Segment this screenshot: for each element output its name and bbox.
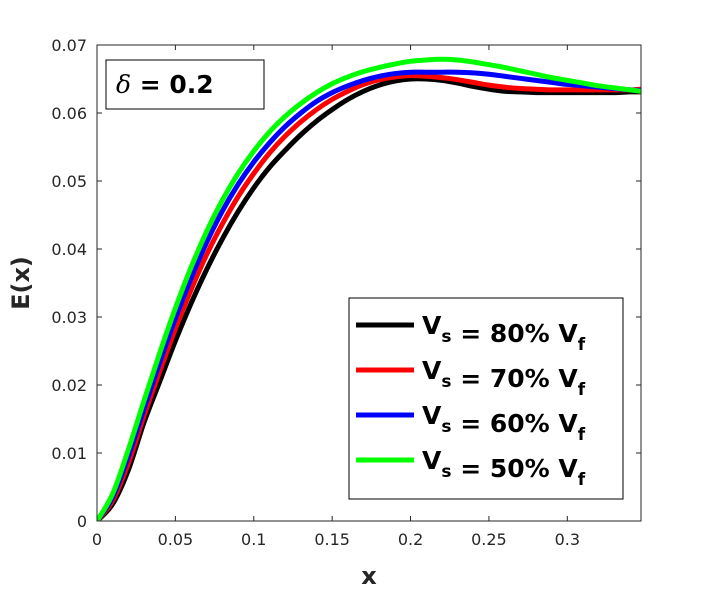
plot-frame xyxy=(96,44,642,522)
legend-text-part: = 50% xyxy=(451,454,558,483)
legend-text-part: V xyxy=(558,454,578,483)
legend-subscript: f xyxy=(578,470,586,490)
series-line-1 xyxy=(97,76,641,521)
x-tick-label: 0.1 xyxy=(241,530,266,549)
legend-label-2: Vs = 70% Vf xyxy=(422,356,586,400)
x-tick-label: 0.25 xyxy=(471,530,507,549)
legend-text-part: V xyxy=(422,446,442,475)
y-tick-label: 0.02 xyxy=(51,376,87,395)
x-axis-label: x xyxy=(361,562,377,590)
legend-subscript: s xyxy=(441,417,451,437)
series-layer xyxy=(97,56,641,521)
y-tick-label: 0.07 xyxy=(51,36,87,55)
legend-text-part: V xyxy=(422,356,442,385)
delta-symbol: δ xyxy=(116,70,131,99)
legend-subscript: s xyxy=(441,372,451,392)
legend-subscript: f xyxy=(578,335,586,355)
annotation-text: δ = 0.2 xyxy=(116,70,214,99)
legend-text-part: V xyxy=(422,311,442,340)
y-tick-label: 0.04 xyxy=(51,240,87,259)
x-tick-label: 0.2 xyxy=(398,530,423,549)
series-line-4 xyxy=(97,56,641,521)
x-tick-label: 0.05 xyxy=(158,530,194,549)
annotation-box: δ = 0.2 xyxy=(105,59,265,110)
legend-subscript: s xyxy=(441,462,451,482)
legend-text-part: V xyxy=(558,364,578,393)
legend-label-3: Vs = 60% Vf xyxy=(422,401,586,445)
legend-text-part: V xyxy=(558,409,578,438)
x-tick-label: 0 xyxy=(92,530,102,549)
legend-subscript: s xyxy=(441,327,451,347)
legend-subscript: f xyxy=(578,425,586,445)
legend-text-part: = 70% xyxy=(451,364,558,393)
legend-text-part: V xyxy=(558,319,578,348)
y-tick-label: 0 xyxy=(77,512,87,531)
y-tick-label: 0.06 xyxy=(51,104,87,123)
y-axis-label: E(x) xyxy=(7,256,35,310)
annotation-frame xyxy=(105,59,265,110)
y-tick-label: 0.01 xyxy=(51,444,87,463)
annotation-value: = 0.2 xyxy=(131,70,214,99)
y-tick-label: 0.05 xyxy=(51,172,87,191)
x-tick-label: 0.15 xyxy=(314,530,350,549)
legend-text-part: = 60% xyxy=(451,409,558,438)
legend-label-1: Vs = 80% Vf xyxy=(422,311,586,355)
ticks-layer: 0 0.05 0.1 0.15 0.2 0.25 0.3 0 0.01 0.02 0.03 0.04 0… xyxy=(51,36,641,549)
x-tick-label: 0.3 xyxy=(555,530,580,549)
y-tick-label: 0.03 xyxy=(51,308,87,327)
legend-text-part: V xyxy=(422,401,442,430)
legend-label-4: Vs = 50% Vf xyxy=(422,446,586,490)
series-line-3 xyxy=(97,69,641,521)
legend-frame xyxy=(348,297,624,500)
legend-text-part: = 80% xyxy=(451,319,558,348)
legend-subscript: f xyxy=(578,380,586,400)
series-line-2 xyxy=(97,73,641,521)
